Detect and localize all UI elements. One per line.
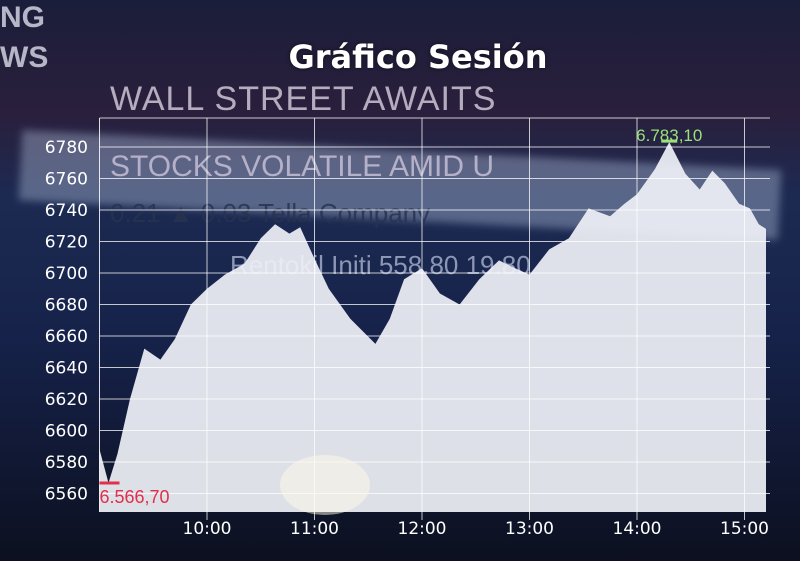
y-tick-label: 6580	[45, 453, 88, 473]
x-tick-label: 12:00	[398, 519, 447, 539]
x-tick-label: 14:00	[613, 519, 662, 539]
x-tick-label: 11:00	[290, 519, 339, 539]
background-logo-text: WS	[0, 41, 49, 74]
light-glare	[280, 455, 370, 515]
min-value-label: 6.566,70	[100, 487, 170, 507]
y-tick-label: 6620	[45, 390, 88, 410]
background-ticker: 0.21 ▲ 0.03 Tella Company	[110, 198, 431, 228]
area-series	[99, 142, 766, 512]
y-tick-label: 6740	[45, 201, 88, 221]
x-tick-label: 13:00	[505, 519, 554, 539]
background-logo-text: NG	[0, 1, 45, 34]
y-tick-label: 6760	[45, 170, 88, 190]
y-tick-label: 6640	[45, 359, 88, 379]
max-value-label: 6.783,10	[636, 126, 702, 145]
y-tick-label: 6600	[45, 422, 88, 442]
y-tick-label: 6680	[45, 296, 88, 316]
y-tick-label: 6720	[45, 233, 88, 253]
y-tick-label: 6700	[45, 264, 88, 284]
y-tick-label: 6560	[45, 485, 88, 505]
x-tick-label: 15:00	[720, 519, 769, 539]
chart-title: Gráfico Sesión	[288, 38, 548, 76]
y-tick-label: 6780	[45, 138, 88, 158]
background-subheadline: STOCKS VOLATILE AMID U	[110, 150, 494, 183]
background-headline: WALL STREET AWAITS	[110, 80, 497, 118]
y-tick-label: 6660	[45, 327, 88, 347]
x-tick-label: 10:00	[183, 519, 232, 539]
